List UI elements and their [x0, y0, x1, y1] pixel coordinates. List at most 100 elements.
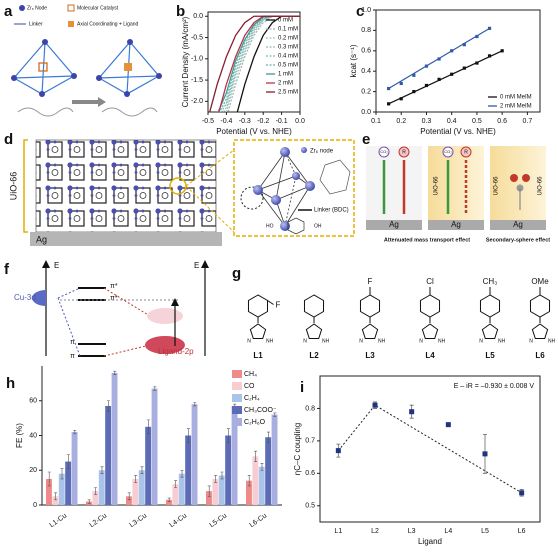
- panel-g: N NH F L1 N NH L2 N NH F L3 N NH Cl L4 N NH CH₃ L5 N NH OMe L6: [247, 277, 555, 360]
- substituent: F: [276, 301, 281, 310]
- bar: [105, 405, 112, 505]
- bar: [126, 496, 132, 505]
- y-axis-label: ηC–C coupling: [293, 423, 302, 475]
- x-tick-label: L1-Cu: [49, 512, 69, 529]
- legend-swatch: [232, 394, 242, 402]
- error-bar: [220, 471, 224, 480]
- point: [450, 49, 454, 53]
- x-tick-label: -0.5: [202, 118, 214, 125]
- y-tick-label: 0.4: [361, 68, 371, 75]
- bar: [252, 456, 259, 505]
- panel-e: Ag Ag Ag UiO-66 UiO-66 UiO-66 CO₂ CO₂ R …: [366, 146, 550, 243]
- x-tick-label: -0.2: [257, 118, 269, 125]
- atom-label: NH: [266, 338, 274, 344]
- axis-frame: [207, 11, 301, 113]
- bar: [185, 435, 192, 505]
- legend-swatch: [232, 418, 242, 426]
- x-tick-label: 0.6: [497, 118, 507, 125]
- triazole-ring: [481, 323, 499, 339]
- y-tick-label: 1.0: [361, 7, 371, 14]
- error-bar: [47, 471, 51, 487]
- legend-label: 0.1 mM: [278, 27, 298, 33]
- triazole-ring: [421, 323, 439, 339]
- film-label: UiO-66: [8, 172, 18, 201]
- legend-label: CO: [244, 383, 255, 390]
- error-bar: [180, 469, 184, 478]
- level-label: π: [70, 353, 75, 360]
- axis-frame: [319, 375, 541, 523]
- panel-label: e: [362, 131, 370, 148]
- point: [519, 490, 525, 496]
- atom-label: N: [529, 338, 533, 344]
- y-tick-label: -1.0: [191, 56, 203, 63]
- bar: [271, 414, 278, 505]
- bar: [52, 496, 59, 505]
- point: [487, 54, 492, 58]
- y-tick-label: 40: [29, 432, 37, 439]
- error-bar: [260, 463, 264, 471]
- error-bar: [66, 454, 70, 469]
- fit-line: [388, 50, 503, 105]
- molecule-label: CO₂: [380, 149, 388, 154]
- x-tick-label: -0.1: [276, 118, 288, 125]
- bar: [71, 432, 78, 505]
- bar: [166, 499, 172, 505]
- orbital-label: Cu-3d: [14, 293, 36, 302]
- x-tick-label: L4-Cu: [169, 512, 189, 529]
- y-tick-label: 0.0: [361, 109, 371, 116]
- substrate-label: Ag: [389, 220, 399, 229]
- panel-label: a: [4, 3, 13, 20]
- film-label: UiO-66: [434, 176, 440, 196]
- point: [475, 34, 479, 39]
- benzene-ring: [479, 294, 501, 318]
- point: [412, 73, 416, 77]
- bar: [258, 466, 265, 505]
- line: [209, 15, 300, 112]
- x-tick-label: 0.5: [472, 118, 482, 125]
- fit-line: [337, 404, 522, 494]
- point: [335, 448, 341, 454]
- level-label: π*: [110, 295, 118, 302]
- y-tick-label: 0: [33, 502, 37, 509]
- legend-label: 2 mM MeIM: [500, 104, 532, 110]
- bar: [151, 388, 158, 505]
- atom-label: NH: [548, 338, 556, 344]
- x-tick-label: L5-Cu: [209, 512, 229, 529]
- atom-label: N: [419, 338, 423, 344]
- legend-label: CH₃COO⁻: [244, 407, 277, 414]
- error-bar: [186, 428, 190, 443]
- legend-swatch: [232, 370, 242, 378]
- error-bar: [273, 412, 277, 417]
- atom-label: N: [359, 338, 363, 344]
- error-bar: [73, 429, 77, 435]
- axis-label: E: [54, 261, 59, 270]
- panel-label: b: [176, 3, 185, 20]
- panel-label: c: [356, 3, 364, 20]
- error-bar: [100, 466, 104, 475]
- error-bar: [167, 497, 171, 502]
- triazole-ring: [305, 323, 323, 339]
- caption: Secondary-sphere effect: [486, 237, 550, 243]
- bar: [145, 426, 152, 505]
- error-bar: [266, 431, 270, 443]
- y-tick-label: 60: [29, 398, 37, 405]
- node-label: Zr₆ node: [310, 149, 334, 155]
- bar: [206, 491, 212, 505]
- y-tick-label: 0.5: [305, 503, 315, 510]
- x-tick-label: 0.2: [396, 118, 406, 125]
- bar: [265, 437, 272, 505]
- substituent: OMe: [531, 277, 549, 286]
- bar: [172, 484, 179, 505]
- y-tick-label: 0.0: [193, 13, 203, 20]
- panel-a: Zr₆ Node Molecular Catalyst Linker Axial…: [11, 4, 162, 117]
- error-bar: [87, 499, 91, 504]
- atom-label: N: [247, 338, 251, 344]
- point: [487, 26, 492, 30]
- point: [462, 43, 466, 47]
- error-bar: [54, 492, 58, 501]
- axis-label: E: [194, 261, 199, 270]
- point: [399, 81, 403, 86]
- bar: [58, 473, 65, 505]
- panel-label: i: [300, 379, 304, 396]
- atom-label: NH: [322, 338, 330, 344]
